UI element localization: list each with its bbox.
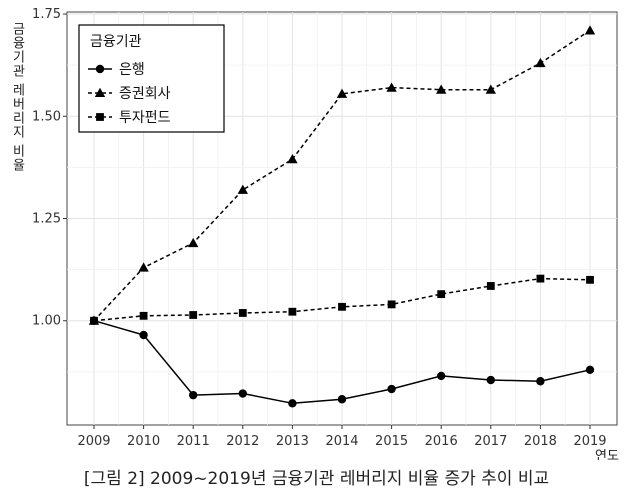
- series-triangle: [88, 25, 596, 325]
- y-tick-label: 1.25: [32, 212, 61, 227]
- data-point: [337, 395, 347, 404]
- x-tick-label: 2018: [524, 434, 557, 449]
- x-tick-label: 2014: [325, 434, 358, 449]
- data-point: [386, 82, 397, 92]
- line-chart: 1.00 1.25 1.50 1.75 2009 2010 2011 2012 2013 201…: [10, 7, 619, 460]
- legend-label: 은행: [119, 62, 145, 78]
- data-point: [238, 309, 247, 317]
- data-point: [535, 57, 546, 68]
- legend-marker: [96, 113, 104, 121]
- legend-label: 증권회사: [119, 86, 171, 102]
- y-tick-label: 1.50: [32, 109, 61, 124]
- data-point: [139, 330, 148, 340]
- legend-marker: [94, 87, 106, 98]
- data-point: [288, 307, 297, 316]
- data-point: [238, 389, 247, 398]
- data-point: [437, 371, 446, 381]
- x-tick-label: 2012: [226, 434, 259, 449]
- data-point: [536, 274, 545, 283]
- legend-title: 금융기관: [90, 34, 142, 50]
- figure-caption: [그림 2] 2009~2019년 금융기관 레버리지 비율 증가 추이 비교: [83, 469, 550, 489]
- data-point: [90, 316, 98, 325]
- data-point: [486, 375, 495, 385]
- legend-label: 투자펀드: [119, 110, 171, 126]
- legend-item: 투자펀드: [88, 110, 171, 126]
- data-point: [189, 311, 198, 319]
- data-point: [584, 25, 596, 35]
- data-point: [486, 282, 495, 290]
- series-square: [90, 274, 594, 325]
- legend-marker: [95, 64, 105, 74]
- x-tick-label: 2016: [425, 434, 458, 449]
- data-point: [536, 377, 545, 386]
- x-tick-label: 2017: [474, 434, 507, 449]
- data-point: [485, 84, 496, 94]
- y-tick-label: 1.75: [32, 7, 61, 22]
- x-tick-label: 2015: [375, 434, 408, 449]
- data-point: [436, 84, 447, 94]
- data-point: [188, 237, 199, 248]
- y-axis-ticks: 1.00 1.25 1.50 1.75: [32, 7, 67, 329]
- series-layer: [88, 25, 596, 408]
- data-point: [586, 275, 594, 284]
- y-tick-label: 1.00: [32, 314, 61, 329]
- grid-major: [67, 12, 617, 425]
- data-point: [336, 88, 348, 98]
- series-circle: [89, 316, 595, 408]
- x-tick-label: 2010: [127, 434, 160, 449]
- x-axis-title: 연도: [595, 449, 619, 460]
- x-tick-label: 2013: [276, 434, 309, 449]
- y-axis-title: 금융기관 레버리지 비율: [10, 22, 25, 172]
- x-axis-ticks: 2009 2010 2011 2012 2013 2014 2015 2016 2017 2018…: [77, 425, 607, 449]
- x-tick-label: 2019: [573, 434, 606, 449]
- legend-item: 은행: [88, 62, 145, 78]
- data-point: [287, 154, 298, 164]
- data-point: [189, 390, 198, 400]
- data-point: [437, 290, 446, 299]
- data-point: [387, 384, 396, 394]
- data-point: [585, 365, 595, 374]
- x-tick-label: 2011: [177, 434, 210, 449]
- data-point: [139, 311, 148, 320]
- data-point: [237, 184, 248, 194]
- data-point: [138, 262, 149, 272]
- x-tick-label: 2009: [77, 434, 110, 449]
- data-point: [338, 302, 346, 311]
- data-point: [387, 300, 396, 309]
- data-point: [288, 399, 297, 408]
- legend-item: 증권회사: [88, 86, 171, 102]
